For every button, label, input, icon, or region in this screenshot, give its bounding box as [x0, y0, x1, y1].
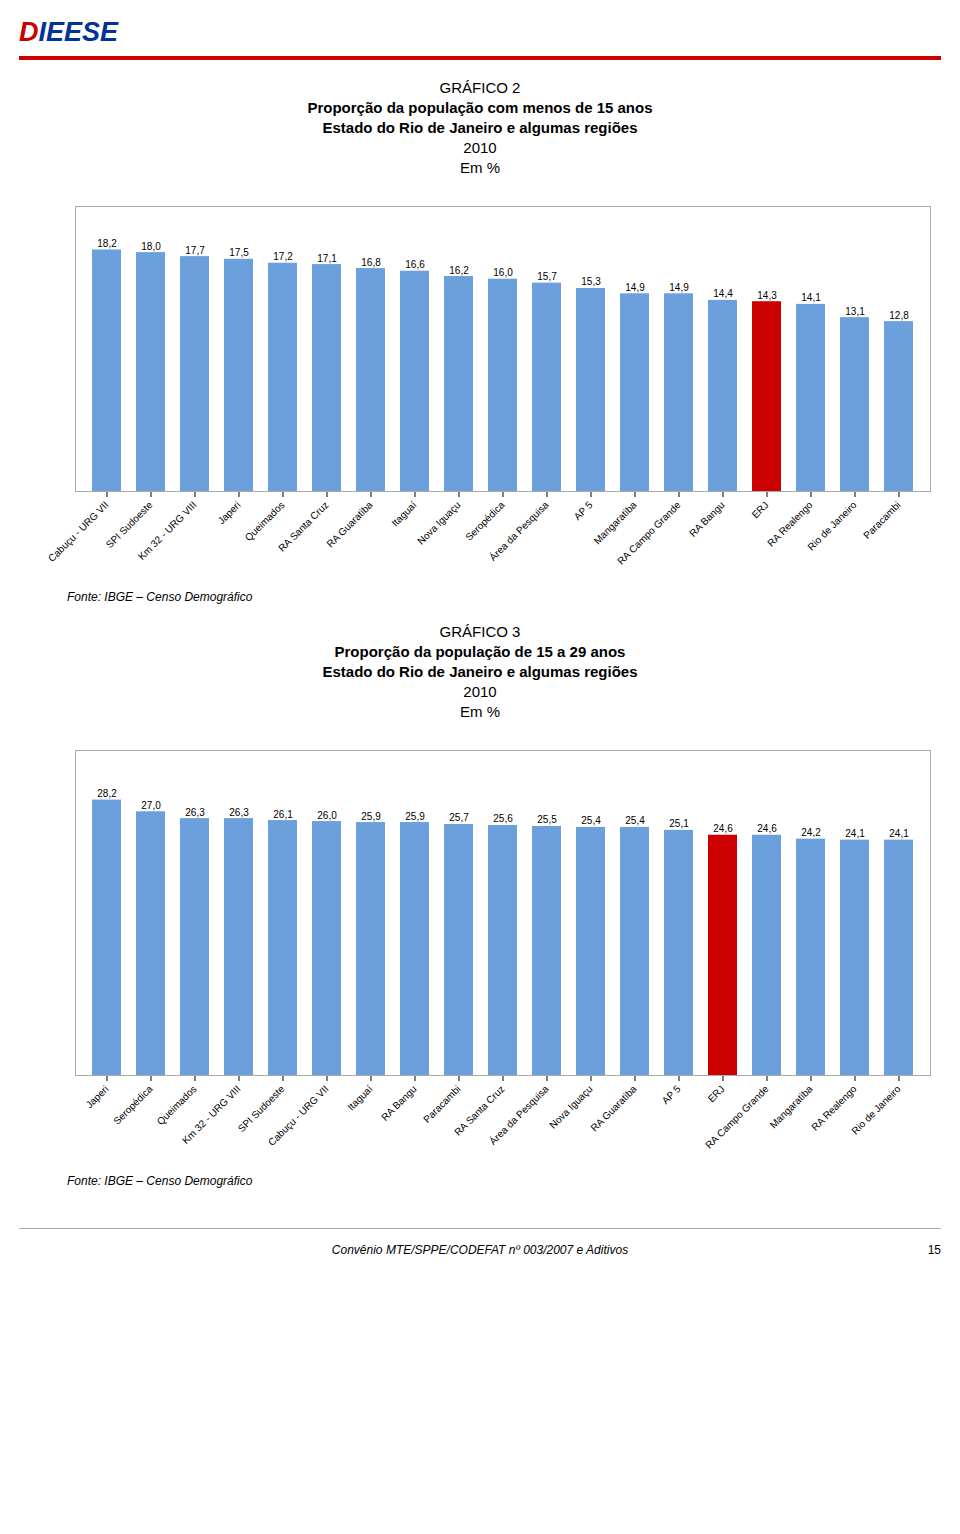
svg-text:Km 32 - URG VIII: Km 32 - URG VIII	[180, 1083, 243, 1146]
svg-text:Itaguaí: Itaguaí	[345, 1083, 375, 1113]
svg-text:27,0: 27,0	[141, 800, 161, 811]
svg-text:16,8: 16,8	[361, 257, 381, 268]
svg-text:14,9: 14,9	[625, 282, 645, 293]
svg-text:AP 5: AP 5	[572, 499, 595, 522]
svg-text:Mangaratiba: Mangaratiba	[768, 1083, 815, 1130]
html-text:Proporção da população com men: Proporção da população com menos de 15 a…	[307, 99, 653, 116]
svg-text:SPI Sudoeste: SPI Sudoeste	[103, 499, 155, 551]
svg-text:Seropédica: Seropédica	[463, 499, 507, 543]
svg-text:RA Realengo: RA Realengo	[765, 499, 815, 549]
svg-text:25,5: 25,5	[537, 814, 557, 825]
svg-text:25,7: 25,7	[449, 812, 469, 823]
svg-text:Seropédica: Seropédica	[111, 1083, 155, 1127]
svg-text:24,6: 24,6	[713, 823, 733, 834]
svg-text:26,0: 26,0	[317, 810, 337, 821]
svg-text:26,3: 26,3	[229, 807, 249, 818]
svg-text:Área da Pesquisa: Área da Pesquisa	[486, 498, 551, 563]
html-text:Estado do Rio de Janeiro e alg: Estado do Rio de Janeiro e algumas regiõ…	[322, 119, 638, 136]
svg-text:24,6: 24,6	[757, 823, 777, 834]
svg-text:14,4: 14,4	[713, 288, 733, 299]
svg-text:18,2: 18,2	[97, 238, 117, 249]
svg-text:17,2: 17,2	[273, 251, 293, 262]
html-text:D IEESE: D IEESE	[19, 17, 118, 47]
svg-text:25,4: 25,4	[625, 815, 645, 826]
svg-text:RA Realengo: RA Realengo	[809, 1083, 859, 1133]
svg-text:RA Santa Cruz: RA Santa Cruz	[276, 499, 331, 554]
svg-text:Rio de Janeiro: Rio de Janeiro	[805, 499, 859, 553]
svg-text:14,9: 14,9	[669, 282, 689, 293]
svg-text:16,0: 16,0	[493, 267, 513, 278]
svg-text:26,3: 26,3	[185, 807, 205, 818]
svg-text:RA Bangu: RA Bangu	[687, 499, 727, 539]
svg-text:Km 32 - URG VIII: Km 32 - URG VIII	[136, 499, 199, 562]
svg-text:15,3: 15,3	[581, 276, 601, 287]
html-text:Proporção da população de 15 a: Proporção da população de 15 a 29 anos	[334, 643, 626, 660]
svg-text:RA Bangu: RA Bangu	[379, 1083, 419, 1123]
svg-text:16,2: 16,2	[449, 265, 469, 276]
svg-text:Japeri: Japeri	[216, 499, 243, 526]
svg-text:Nova Iguaçu: Nova Iguaçu	[547, 1083, 594, 1130]
svg-text:Itaguaí: Itaguaí	[389, 499, 419, 529]
svg-text:Área da Pesquisa: Área da Pesquisa	[486, 1082, 551, 1147]
svg-text:Nova Iguaçu: Nova Iguaçu	[415, 499, 462, 546]
html-text:Em %: Em %	[460, 703, 500, 720]
svg-text:Mangaratiba: Mangaratiba	[592, 499, 639, 546]
svg-text:24,1: 24,1	[845, 828, 865, 839]
html-text:GRÁFICO 2: GRÁFICO 2	[439, 79, 521, 96]
svg-text:Paracambi: Paracambi	[861, 499, 903, 541]
svg-text:Queimados: Queimados	[155, 1083, 199, 1127]
html-text:2010: 2010	[463, 683, 497, 700]
html-text:2010: 2010	[463, 139, 497, 156]
html-text:Estado do Rio de Janeiro e alg: Estado do Rio de Janeiro e algumas regiõ…	[322, 663, 638, 680]
svg-text:15,7: 15,7	[537, 271, 557, 282]
svg-text:ERJ: ERJ	[750, 499, 771, 520]
svg-text:24,2: 24,2	[801, 827, 821, 838]
html-text:Convênio MTE/SPPE/CODEFAT nº 0: Convênio MTE/SPPE/CODEFAT nº 003/2007 e …	[331, 1243, 629, 1257]
svg-text:28,2: 28,2	[97, 788, 117, 799]
svg-text:18,0: 18,0	[141, 241, 161, 252]
svg-text:17,5: 17,5	[229, 247, 249, 258]
svg-text:ERJ: ERJ	[706, 1083, 727, 1104]
svg-text:RA Campo Grande: RA Campo Grande	[615, 499, 683, 567]
html-text:Em %: Em %	[460, 159, 500, 176]
svg-text:24,1: 24,1	[889, 828, 909, 839]
svg-text:RA Campo Grande: RA Campo Grande	[703, 1083, 771, 1151]
svg-text:RA Guaratiba: RA Guaratiba	[588, 1083, 639, 1134]
svg-text:Rio de Janeiro: Rio de Janeiro	[849, 1083, 903, 1137]
svg-text:RA Santa Cruz: RA Santa Cruz	[452, 1083, 507, 1138]
svg-text:25,9: 25,9	[361, 811, 381, 822]
svg-text:14,1: 14,1	[801, 292, 821, 303]
svg-text:17,7: 17,7	[185, 245, 205, 256]
svg-text:26,1: 26,1	[273, 809, 293, 820]
svg-text:RA Guaratiba: RA Guaratiba	[324, 499, 375, 550]
svg-text:Japeri: Japeri	[84, 1083, 111, 1110]
svg-text:Paracambi: Paracambi	[421, 1083, 463, 1125]
html-text:Fonte: IBGE – Censo Demográfic: Fonte: IBGE – Censo Demográfico	[67, 1174, 253, 1188]
html-text:Fonte: IBGE – Censo Demográfic: Fonte: IBGE – Censo Demográfico	[67, 590, 253, 604]
svg-text:13,1: 13,1	[845, 306, 865, 317]
svg-text:25,4: 25,4	[581, 815, 601, 826]
svg-text:Queimados: Queimados	[243, 499, 287, 543]
svg-text:14,3: 14,3	[757, 290, 777, 301]
svg-text:Cabuçu - URG VII: Cabuçu - URG VII	[266, 1083, 331, 1148]
svg-text:25,1: 25,1	[669, 818, 689, 829]
svg-text:Cabuçu - URG VII: Cabuçu - URG VII	[46, 499, 111, 564]
svg-text:12,8: 12,8	[889, 310, 909, 321]
svg-text:25,6: 25,6	[493, 813, 513, 824]
html-text:GRÁFICO 3: GRÁFICO 3	[439, 623, 521, 640]
svg-text:AP 5: AP 5	[660, 1083, 683, 1106]
svg-text:16,6: 16,6	[405, 259, 425, 270]
html-text:15: 15	[927, 1243, 941, 1257]
svg-text:17,1: 17,1	[317, 253, 337, 264]
svg-text:25,9: 25,9	[405, 811, 425, 822]
svg-text:SPI Sudoeste: SPI Sudoeste	[235, 1083, 287, 1135]
